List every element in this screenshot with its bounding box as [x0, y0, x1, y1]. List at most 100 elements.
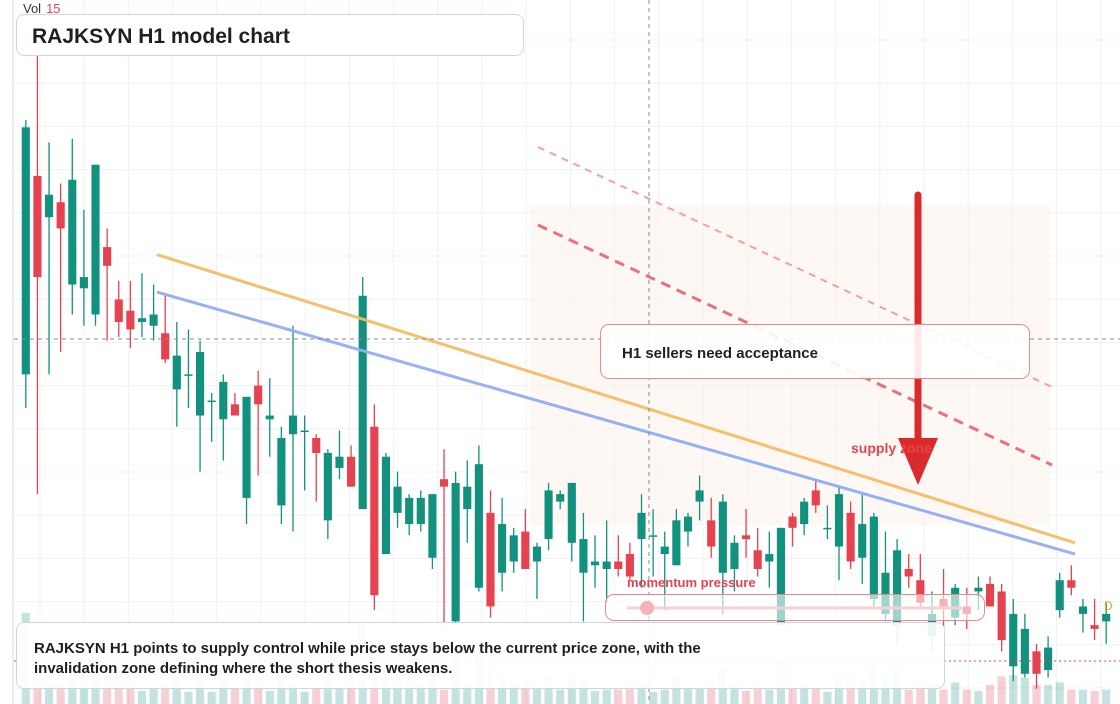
- volume-bar: [56, 683, 65, 704]
- candle-body: [312, 438, 321, 453]
- candle-body: [428, 494, 437, 558]
- volume-bar: [1078, 689, 1088, 704]
- candle-body: [416, 497, 425, 525]
- candle-body: [985, 583, 995, 607]
- candle-body: [498, 524, 507, 573]
- candle-body: [974, 587, 983, 592]
- candle-body: [381, 456, 391, 555]
- volume-bar: [126, 686, 135, 704]
- volume-bar: [207, 692, 216, 704]
- candle-body: [788, 516, 797, 528]
- volume-bar: [753, 686, 762, 704]
- candle-body: [68, 179, 77, 285]
- volume-bar: [1009, 675, 1018, 704]
- volume-bar: [509, 683, 518, 704]
- volume-bar: [660, 689, 669, 704]
- candle-body: [172, 355, 181, 390]
- candle-body: [1067, 580, 1076, 588]
- candle-body: [126, 310, 135, 330]
- chart-title-box: RAJKSYN H1 model chart: [16, 14, 524, 56]
- volume-bar: [741, 690, 751, 704]
- candle-body: [358, 295, 367, 510]
- volume-bar: [463, 684, 472, 704]
- volume-bar: [521, 680, 530, 704]
- candle-body: [776, 527, 785, 626]
- summary-text: RAJKSYN H1 points to supply control whil…: [34, 640, 701, 677]
- volume-value: 15: [46, 1, 61, 16]
- volume-bar: [405, 683, 414, 704]
- volume-bar: [393, 683, 402, 704]
- volume-bar: [927, 684, 937, 704]
- candle-body: [869, 516, 878, 599]
- candle-body: [79, 277, 88, 289]
- volume-bar: [416, 683, 425, 704]
- sellers-callout-text: H1 sellers need acceptance: [622, 345, 818, 362]
- volume-bar: [951, 682, 960, 704]
- candles: [21, 52, 1111, 689]
- volume-bar: [161, 683, 170, 704]
- candle-body: [463, 486, 472, 510]
- volume-bar: [811, 687, 820, 704]
- moving-average-line: [156, 253, 1076, 545]
- candle-body: [753, 550, 762, 569]
- sellers-callout: H1 sellers need acceptance: [600, 324, 1030, 379]
- volume-bar: [1067, 689, 1076, 704]
- volume-bar: [834, 675, 844, 704]
- candle-body: [254, 385, 263, 405]
- candle-body: [439, 479, 449, 487]
- volume-bar: [335, 688, 344, 704]
- down-arrow-head: [898, 438, 938, 485]
- volume-label: Vol 15: [23, 1, 61, 16]
- candle-body: [707, 520, 716, 547]
- candle-body: [625, 554, 634, 577]
- candle-body: [730, 542, 739, 569]
- candle-body: [893, 550, 902, 626]
- volume-bar: [1044, 684, 1053, 704]
- price-scale-badge: D: [1104, 599, 1113, 613]
- volume-bar: [1090, 690, 1099, 704]
- candle-body: [323, 452, 332, 521]
- volume-bar: [498, 676, 507, 704]
- moving-average-line: [156, 290, 1076, 556]
- volume-bar: [683, 687, 693, 704]
- candle-body: [567, 482, 576, 543]
- candle-body: [451, 482, 460, 622]
- candle-body: [44, 194, 54, 218]
- candle-body: [33, 176, 42, 278]
- candle-body: [823, 527, 832, 530]
- volume-bar: [103, 686, 112, 704]
- volume-bar: [858, 681, 867, 704]
- candle-body: [904, 569, 913, 577]
- volume-bar: [1020, 677, 1029, 704]
- candle-body: [91, 164, 100, 315]
- candle-body: [509, 535, 518, 562]
- candle-body: [637, 512, 646, 540]
- volume-bar: [439, 689, 449, 704]
- volume-bar: [649, 692, 658, 704]
- candle-body: [277, 438, 286, 506]
- volume-bar: [939, 689, 948, 704]
- candle-body: [207, 400, 216, 403]
- volume-bar: [974, 690, 983, 704]
- candle-body: [521, 531, 530, 569]
- volume-label-text: Vol: [23, 1, 42, 16]
- volume-bar: [230, 688, 239, 704]
- volume-bar: [695, 688, 704, 704]
- candle-body: [683, 516, 693, 532]
- candle-body: [660, 546, 669, 555]
- moving-average-lines: [156, 253, 1076, 556]
- candle-body: [242, 396, 251, 498]
- volume-bar: [254, 686, 263, 704]
- candle-body: [149, 314, 158, 326]
- volume-bar: [846, 676, 855, 704]
- candle-body: [184, 374, 193, 376]
- candle-body: [556, 494, 565, 502]
- volume-bar: [137, 690, 147, 704]
- candle-body: [834, 494, 844, 547]
- candle-body: [846, 512, 855, 562]
- volume-bar: [997, 676, 1006, 704]
- volume-bar: [904, 689, 913, 704]
- candle-body: [1009, 613, 1018, 667]
- bearish-trendline-inner: [537, 223, 1053, 467]
